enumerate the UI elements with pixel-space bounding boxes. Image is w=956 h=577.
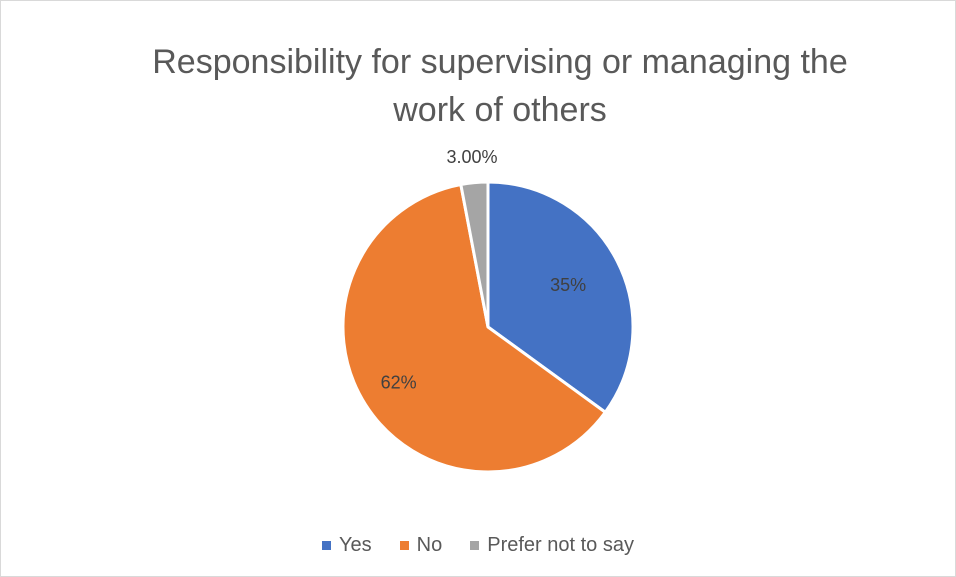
legend: Yes No Prefer not to say <box>0 534 956 557</box>
legend-swatch-no <box>399 541 409 550</box>
pie-slice-prefer-not-to-say <box>459 180 490 329</box>
legend-item-yes: Yes <box>322 534 372 557</box>
data-label-prefer-not-to-say: 3.00% <box>447 147 498 167</box>
pie-data-labels: 35% 62% 3.00% <box>381 147 587 393</box>
data-label-no: 62% <box>381 372 417 392</box>
pie-slice-yes <box>486 180 635 414</box>
legend-item-no: No <box>399 534 443 557</box>
legend-item-prefer-not-to-say: Prefer not to say <box>470 534 634 557</box>
legend-swatch-prefer-not-to-say <box>470 541 480 550</box>
pie-slice-no <box>341 183 607 474</box>
legend-label-no: No <box>416 534 443 556</box>
chart-title: Responsibility for supervising or managi… <box>152 43 848 129</box>
legend-label-yes: Yes <box>339 534 372 556</box>
legend-swatch-yes <box>322 541 332 550</box>
pie-slices <box>341 180 635 474</box>
data-label-yes: 35% <box>550 275 586 295</box>
legend-label-prefer-not-to-say: Prefer not to say <box>487 534 634 556</box>
